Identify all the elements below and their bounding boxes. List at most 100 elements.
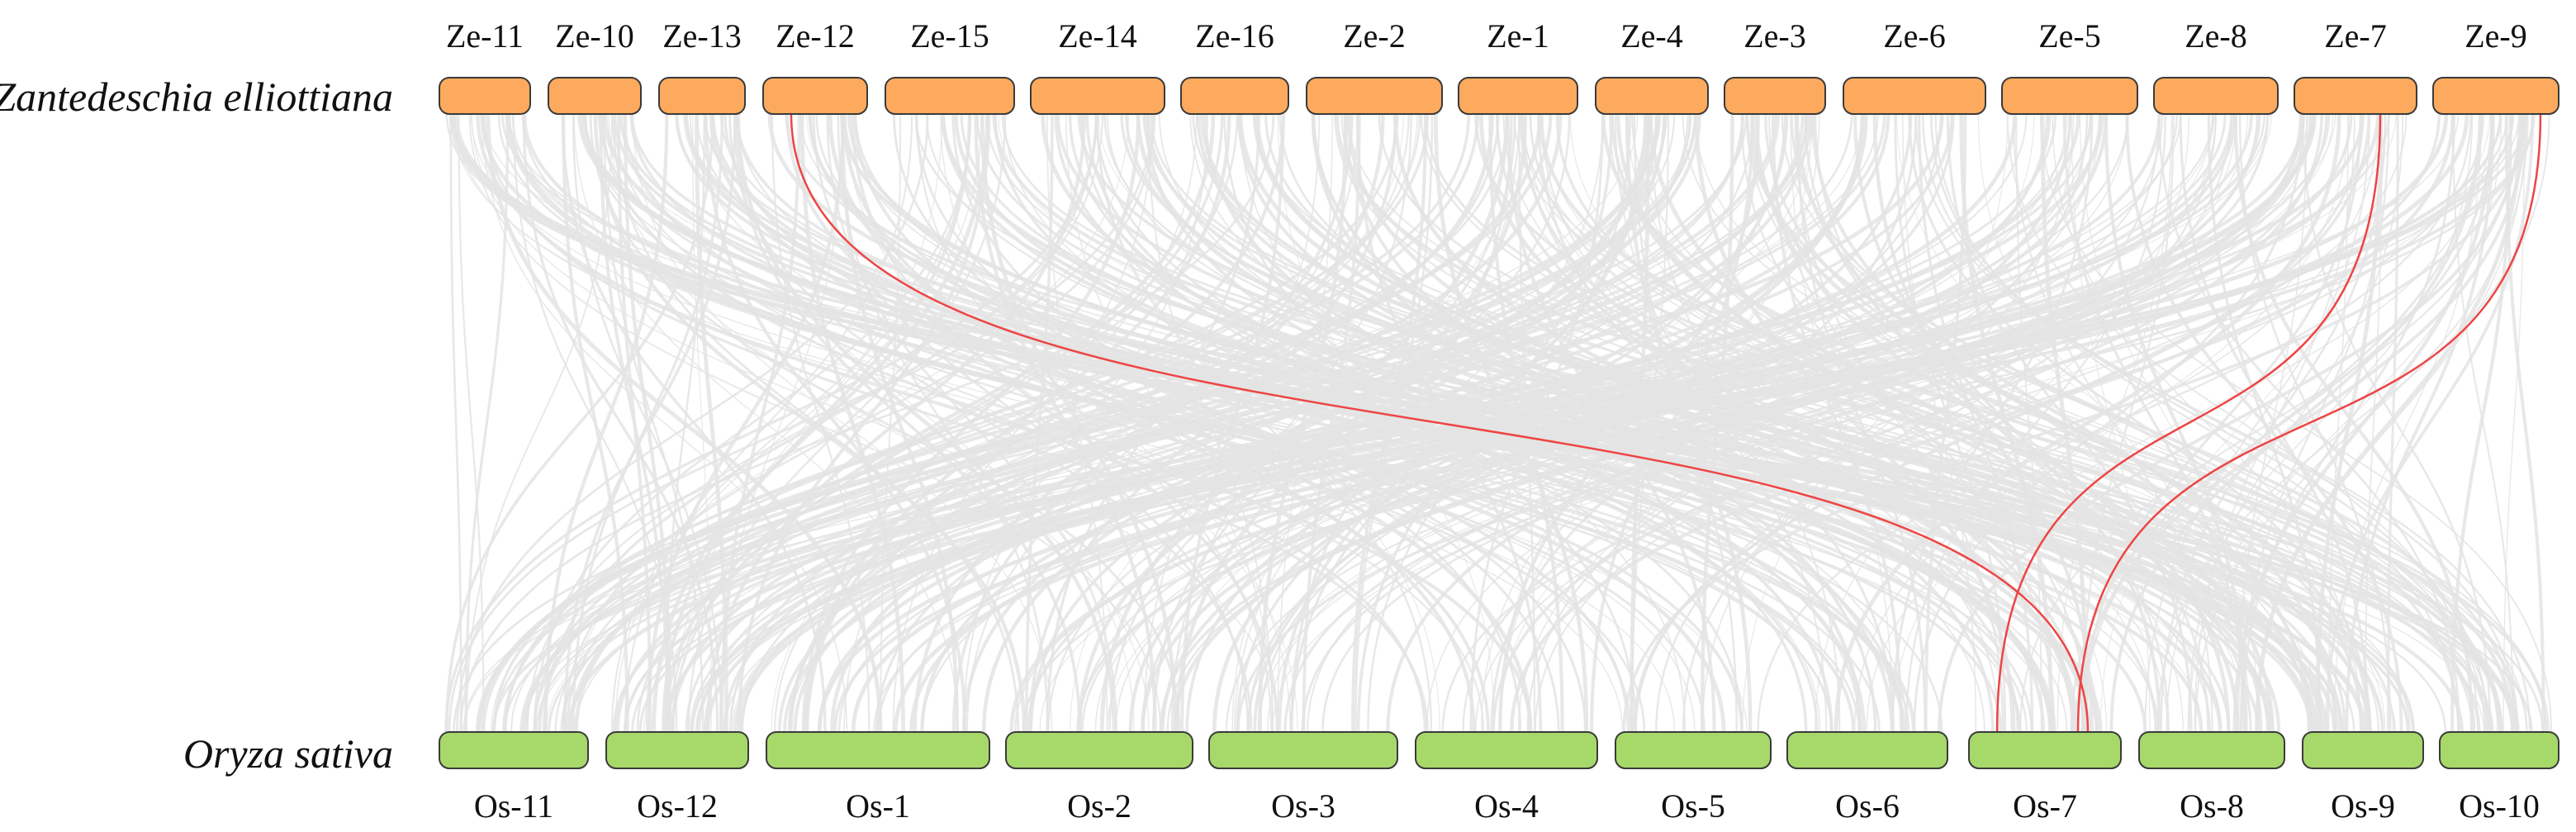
background-link [687,113,1007,733]
chromosome-label-ze-13: Ze-13 [662,17,742,55]
chromosome-label-os-4: Os-4 [1474,787,1539,825]
chromosome-label-ze-9: Ze-9 [2465,17,2527,55]
chromosome-label-os-12: Os-12 [637,787,718,825]
background-link [1046,113,1755,733]
chromosome-ze-8 [2153,77,2279,115]
background-link [453,113,1748,733]
background-link [565,113,1421,733]
chromosome-ze-4 [1595,77,1709,115]
background-link [1106,113,2076,733]
chromosome-os-10 [2439,731,2559,769]
background-link [2080,113,2175,733]
background-link [603,113,2099,733]
background-link [980,113,1178,733]
background-link [1626,113,2184,733]
chromosome-label-os-2: Os-2 [1067,787,1131,825]
background-link [542,113,1098,733]
chromosome-os-3 [1208,731,1398,769]
background-link [567,113,1129,733]
background-link [2325,113,2535,733]
chromosome-label-os-1: Os-1 [846,787,910,825]
chromosome-os-9 [2302,731,2424,769]
chromosome-label-os-11: Os-11 [473,787,554,825]
background-link [573,113,959,733]
chromosome-label-ze-3: Ze-3 [1743,17,1806,55]
chromosome-ze-16 [1180,77,1289,115]
chromosome-label-ze-16: Ze-16 [1195,17,1274,55]
background-link [1386,113,2072,733]
background-link [1694,113,2015,733]
background-link [2502,113,2526,733]
background-link [1277,113,1333,733]
chromosome-label-ze-10: Ze-10 [555,17,634,55]
background-link [671,113,1224,733]
background-link [1740,113,2088,733]
background-link [692,113,712,733]
background-link [629,113,2003,733]
chromosome-os-1 [766,731,990,769]
chromosome-label-ze-15: Ze-15 [910,17,989,55]
chromosome-label-ze-4: Ze-4 [1620,17,1683,55]
background-link [465,113,613,733]
background-link [1510,113,2455,733]
highlighted-links [790,113,2542,733]
background-link [690,113,2057,733]
highlight-link-ze-7-os-7 [1995,113,2382,733]
chromosome-os-11 [439,731,589,769]
background-link [459,113,1275,733]
background-link [2075,113,2527,733]
chromosome-label-ze-1: Ze-1 [1487,17,1549,55]
background-link [464,113,510,733]
background-link [444,113,1098,733]
background-link [1144,113,1834,733]
background-link [2019,113,2521,733]
background-link [538,113,1479,733]
background-link [1239,113,1686,733]
background-link [619,113,2410,733]
background-link [733,113,1082,733]
background-link [662,113,1216,733]
background-link [1488,113,1564,733]
background-link [801,113,1141,733]
background-link [486,113,883,733]
background-link [476,113,1778,733]
background-link [545,113,2272,733]
background-link [2015,113,2042,733]
background-link [880,113,902,733]
background-link [2345,113,2495,733]
chromosome-ze-13 [658,77,746,115]
chromosome-os-8 [2138,731,2285,769]
chromosome-ze-5 [2001,77,2138,115]
background-link [451,113,2465,733]
background-link [1334,113,2321,733]
background-link [1913,113,2304,733]
chromosome-label-os-3: Os-3 [1271,787,1335,825]
background-link [2156,113,2550,733]
background-link [1041,113,2053,733]
background-link [2125,113,2403,733]
chromosome-ze-9 [2432,77,2559,115]
background-link [1631,113,2309,733]
background-link [1625,113,1753,733]
background-link [705,113,2305,733]
background-link [519,113,1944,733]
bottom-genome-label: Oryza sativa [183,730,393,777]
chromosome-ze-6 [1843,77,1986,115]
chromosome-label-ze-11: Ze-11 [445,17,524,55]
highlight-link-ze-9-os-7 [2076,113,2542,733]
chromosome-label-ze-5: Ze-5 [2038,17,2101,55]
background-link [448,113,1155,733]
background-link [1790,113,2460,733]
background-link [1601,113,2516,733]
background-link [463,113,2269,733]
background-link [543,113,669,733]
background-link [1918,113,2034,733]
chromosome-os-2 [1005,731,1193,769]
chromosome-label-ze-6: Ze-6 [1883,17,1946,55]
background-link [916,113,1273,733]
background-link [1147,113,1274,733]
chromosome-os-5 [1615,731,1772,769]
background-link [1959,113,2054,733]
background-link [1025,113,1054,733]
